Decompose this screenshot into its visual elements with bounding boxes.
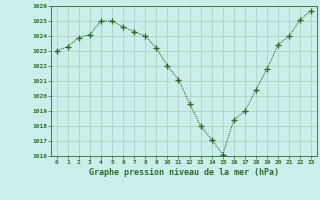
X-axis label: Graphe pression niveau de la mer (hPa): Graphe pression niveau de la mer (hPa): [89, 168, 279, 177]
